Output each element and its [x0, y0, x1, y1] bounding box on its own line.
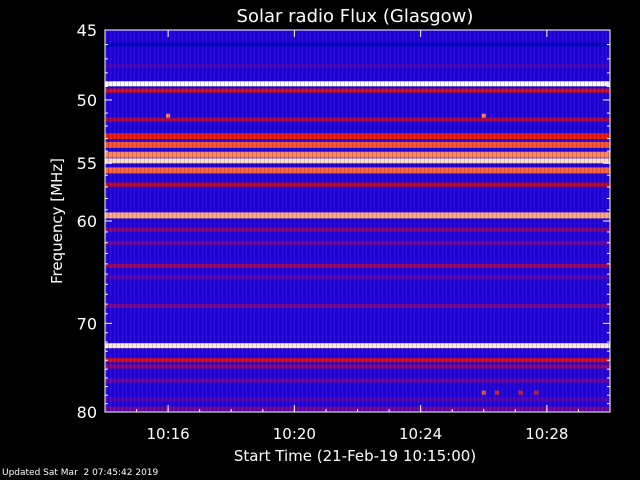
y-tick-label-70: 70 [77, 314, 97, 333]
y-tick-label-55: 55 [77, 154, 97, 173]
x-tick-label-10:20: 10:20 [273, 425, 316, 443]
y-tick-label-45: 45 [77, 21, 97, 40]
x-axis-label: Start Time (21-Feb-19 10:15:00) [234, 447, 476, 465]
y-tick-label-60: 60 [77, 212, 97, 231]
chart-title: Solar radio Flux (Glasgow) [237, 6, 474, 27]
x-tick-label-10:28: 10:28 [525, 425, 568, 443]
x-axis: 10:16 10:20 10:24 10:28 [104, 30, 611, 443]
plot-area [105, 30, 610, 412]
y-tick-label-50: 50 [77, 91, 97, 110]
x-tick-label-10:16: 10:16 [147, 425, 190, 443]
updated-timestamp: Updated Sat Mar 2 07:45:42 2019 [2, 468, 159, 478]
y-tick-label-80: 80 [77, 403, 97, 422]
y-axis-label: Frequency [MHz] [48, 158, 66, 284]
y-axis: 45 50 55 60 70 80 [77, 21, 610, 422]
fine-structure-overlay [105, 30, 610, 412]
x-tick-label-10:24: 10:24 [399, 425, 442, 443]
